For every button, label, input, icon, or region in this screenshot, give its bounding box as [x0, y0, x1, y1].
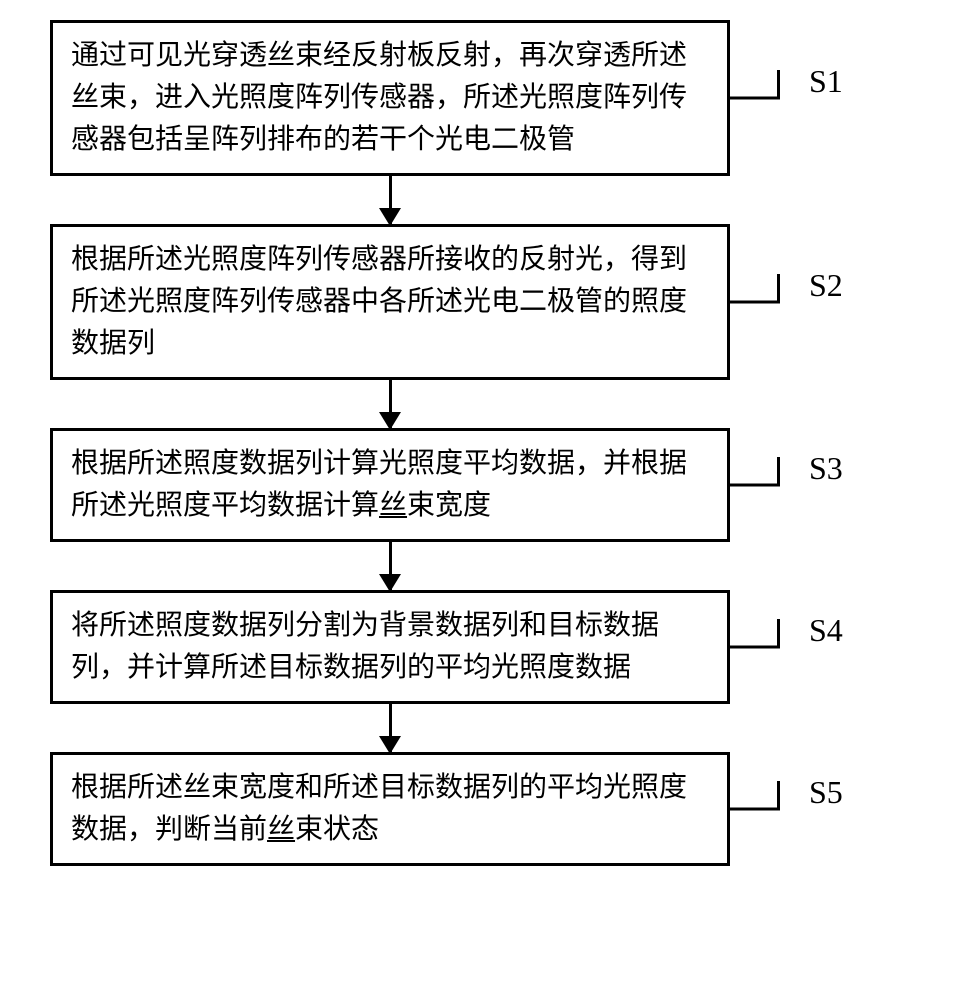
- step-text-3: 根据所述照度数据列计算光照度平均数据，并根据所述光照度平均数据计算丝束宽度: [71, 443, 709, 527]
- step-label-3: S3: [809, 450, 843, 487]
- step-label-2: S2: [809, 267, 843, 304]
- arrow-4: [50, 704, 730, 752]
- arrow-2: [50, 380, 730, 428]
- label-connector-5: S5: [730, 784, 843, 834]
- step-box-4: 将所述照度数据列分割为背景数据列和目标数据列，并计算所述目标数据列的平均光照度数…: [50, 590, 730, 704]
- label-connector-1: S1: [730, 73, 843, 123]
- step3-underlined: 丝: [379, 490, 407, 521]
- step-row-5: 根据所述丝束宽度和所述目标数据列的平均光照度数据，判断当前丝束状态 S5: [50, 752, 843, 866]
- flowchart-container: 通过可见光穿透丝束经反射板反射，再次穿透所述丝束，进入光照度阵列传感器，所述光照…: [50, 20, 939, 866]
- bend-line: [730, 460, 805, 510]
- bend-line: [730, 622, 805, 672]
- step-text-4: 将所述照度数据列分割为背景数据列和目标数据列，并计算所述目标数据列的平均光照度数…: [71, 605, 709, 689]
- bend-line: [730, 277, 805, 327]
- step-row-4: 将所述照度数据列分割为背景数据列和目标数据列，并计算所述目标数据列的平均光照度数…: [50, 590, 843, 704]
- step3-suffix: 束宽度: [407, 490, 491, 521]
- step5-suffix: 束状态: [295, 814, 379, 845]
- bend-line: [730, 784, 805, 834]
- step-box-1: 通过可见光穿透丝束经反射板反射，再次穿透所述丝束，进入光照度阵列传感器，所述光照…: [50, 20, 730, 176]
- step-text-5: 根据所述丝束宽度和所述目标数据列的平均光照度数据，判断当前丝束状态: [71, 767, 709, 851]
- step-row-1: 通过可见光穿透丝束经反射板反射，再次穿透所述丝束，进入光照度阵列传感器，所述光照…: [50, 20, 843, 176]
- step-label-4: S4: [809, 612, 843, 649]
- step-row-2: 根据所述光照度阵列传感器所接收的反射光，得到所述光照度阵列传感器中各所述光电二极…: [50, 224, 843, 380]
- step-row-3: 根据所述照度数据列计算光照度平均数据，并根据所述光照度平均数据计算丝束宽度 S3: [50, 428, 843, 542]
- label-connector-4: S4: [730, 622, 843, 672]
- step5-underlined: 丝: [267, 814, 295, 845]
- step-text-1: 通过可见光穿透丝束经反射板反射，再次穿透所述丝束，进入光照度阵列传感器，所述光照…: [71, 35, 709, 161]
- step-box-2: 根据所述光照度阵列传感器所接收的反射光，得到所述光照度阵列传感器中各所述光电二极…: [50, 224, 730, 380]
- step-box-5: 根据所述丝束宽度和所述目标数据列的平均光照度数据，判断当前丝束状态: [50, 752, 730, 866]
- label-connector-3: S3: [730, 460, 843, 510]
- label-connector-2: S2: [730, 277, 843, 327]
- arrow-3: [50, 542, 730, 590]
- arrow-1: [50, 176, 730, 224]
- bend-line: [730, 73, 805, 123]
- step-label-1: S1: [809, 63, 843, 100]
- step-text-2: 根据所述光照度阵列传感器所接收的反射光，得到所述光照度阵列传感器中各所述光电二极…: [71, 239, 709, 365]
- step-label-5: S5: [809, 774, 843, 811]
- step-box-3: 根据所述照度数据列计算光照度平均数据，并根据所述光照度平均数据计算丝束宽度: [50, 428, 730, 542]
